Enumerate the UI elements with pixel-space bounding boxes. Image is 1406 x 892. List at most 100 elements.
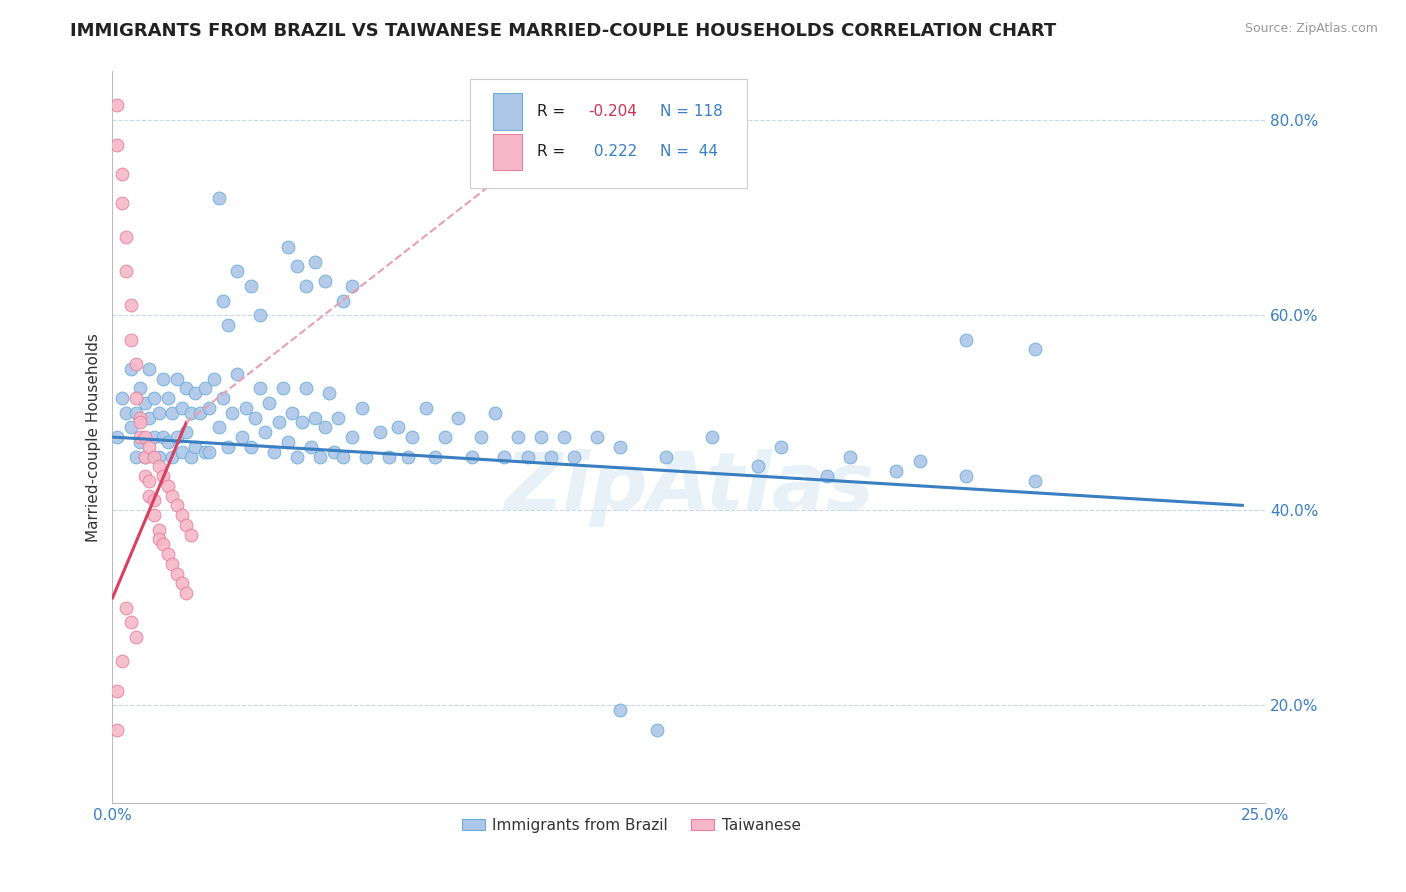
Point: [174, 425, 197, 440]
Point: [207, 420, 229, 434]
Point: [138, 410, 160, 425]
Point: [180, 450, 202, 464]
Point: [152, 430, 174, 444]
Point: [271, 381, 294, 395]
Point: [134, 430, 156, 444]
Point: [295, 279, 318, 293]
Point: [281, 406, 304, 420]
Point: [129, 434, 152, 449]
Point: [148, 406, 170, 420]
Point: [267, 416, 290, 430]
Point: [152, 469, 174, 483]
Point: [314, 274, 336, 288]
Point: [124, 630, 146, 644]
Point: [839, 450, 862, 464]
Point: [156, 434, 179, 449]
Point: [120, 361, 142, 376]
Point: [328, 410, 350, 425]
Point: [387, 420, 409, 434]
Point: [955, 469, 977, 483]
Point: [226, 264, 249, 278]
Point: [170, 576, 193, 591]
Point: [143, 430, 166, 444]
Point: [655, 450, 678, 464]
Point: [115, 600, 138, 615]
Point: [170, 508, 193, 522]
Point: [516, 450, 538, 464]
Point: [143, 391, 166, 405]
Point: [162, 406, 184, 420]
Point: [143, 493, 166, 508]
Point: [259, 396, 281, 410]
Point: [609, 440, 631, 454]
Point: [1024, 343, 1046, 357]
Point: [530, 430, 553, 444]
Point: [180, 527, 202, 541]
Point: [194, 381, 217, 395]
Point: [198, 401, 221, 415]
Point: [249, 308, 271, 322]
Point: [908, 454, 931, 468]
Point: [354, 450, 377, 464]
Point: [747, 459, 769, 474]
FancyBboxPatch shape: [494, 134, 522, 170]
Point: [148, 533, 170, 547]
Point: [134, 450, 156, 464]
Point: [134, 396, 156, 410]
Point: [148, 459, 170, 474]
Point: [143, 450, 166, 464]
Point: [198, 444, 221, 458]
Point: [295, 381, 318, 395]
Point: [105, 683, 128, 698]
Point: [207, 191, 229, 205]
Point: [162, 489, 184, 503]
Point: [494, 450, 516, 464]
Point: [235, 401, 257, 415]
Point: [239, 440, 262, 454]
Text: Source: ZipAtlas.com: Source: ZipAtlas.com: [1244, 22, 1378, 36]
Text: R =: R =: [537, 145, 569, 160]
Point: [425, 450, 447, 464]
Point: [111, 654, 134, 668]
Point: [277, 240, 299, 254]
Point: [188, 406, 211, 420]
Legend: Immigrants from Brazil, Taiwanese: Immigrants from Brazil, Taiwanese: [456, 812, 807, 839]
Point: [166, 430, 188, 444]
Point: [111, 391, 134, 405]
Point: [184, 386, 207, 401]
Point: [253, 425, 276, 440]
Point: [239, 279, 262, 293]
Point: [138, 489, 160, 503]
Point: [322, 444, 344, 458]
Point: [342, 279, 364, 293]
Point: [115, 406, 138, 420]
Point: [138, 361, 160, 376]
Point: [290, 416, 312, 430]
Point: [378, 450, 401, 464]
Point: [124, 406, 146, 420]
Point: [553, 430, 575, 444]
Point: [396, 450, 419, 464]
Point: [156, 547, 179, 561]
Point: [318, 386, 340, 401]
Point: [124, 391, 146, 405]
Point: [180, 406, 202, 420]
Point: [120, 333, 142, 347]
Point: [461, 450, 484, 464]
Point: [129, 381, 152, 395]
Point: [174, 381, 197, 395]
Point: [124, 357, 146, 371]
Point: [162, 450, 184, 464]
Point: [162, 557, 184, 571]
Point: [955, 333, 977, 347]
Point: [124, 450, 146, 464]
Point: [231, 430, 253, 444]
Text: ZipAtlas: ZipAtlas: [503, 450, 875, 527]
Point: [221, 406, 243, 420]
Point: [314, 420, 336, 434]
Point: [415, 401, 437, 415]
Point: [700, 430, 723, 444]
Point: [249, 381, 271, 395]
Point: [401, 430, 423, 444]
Point: [770, 440, 793, 454]
